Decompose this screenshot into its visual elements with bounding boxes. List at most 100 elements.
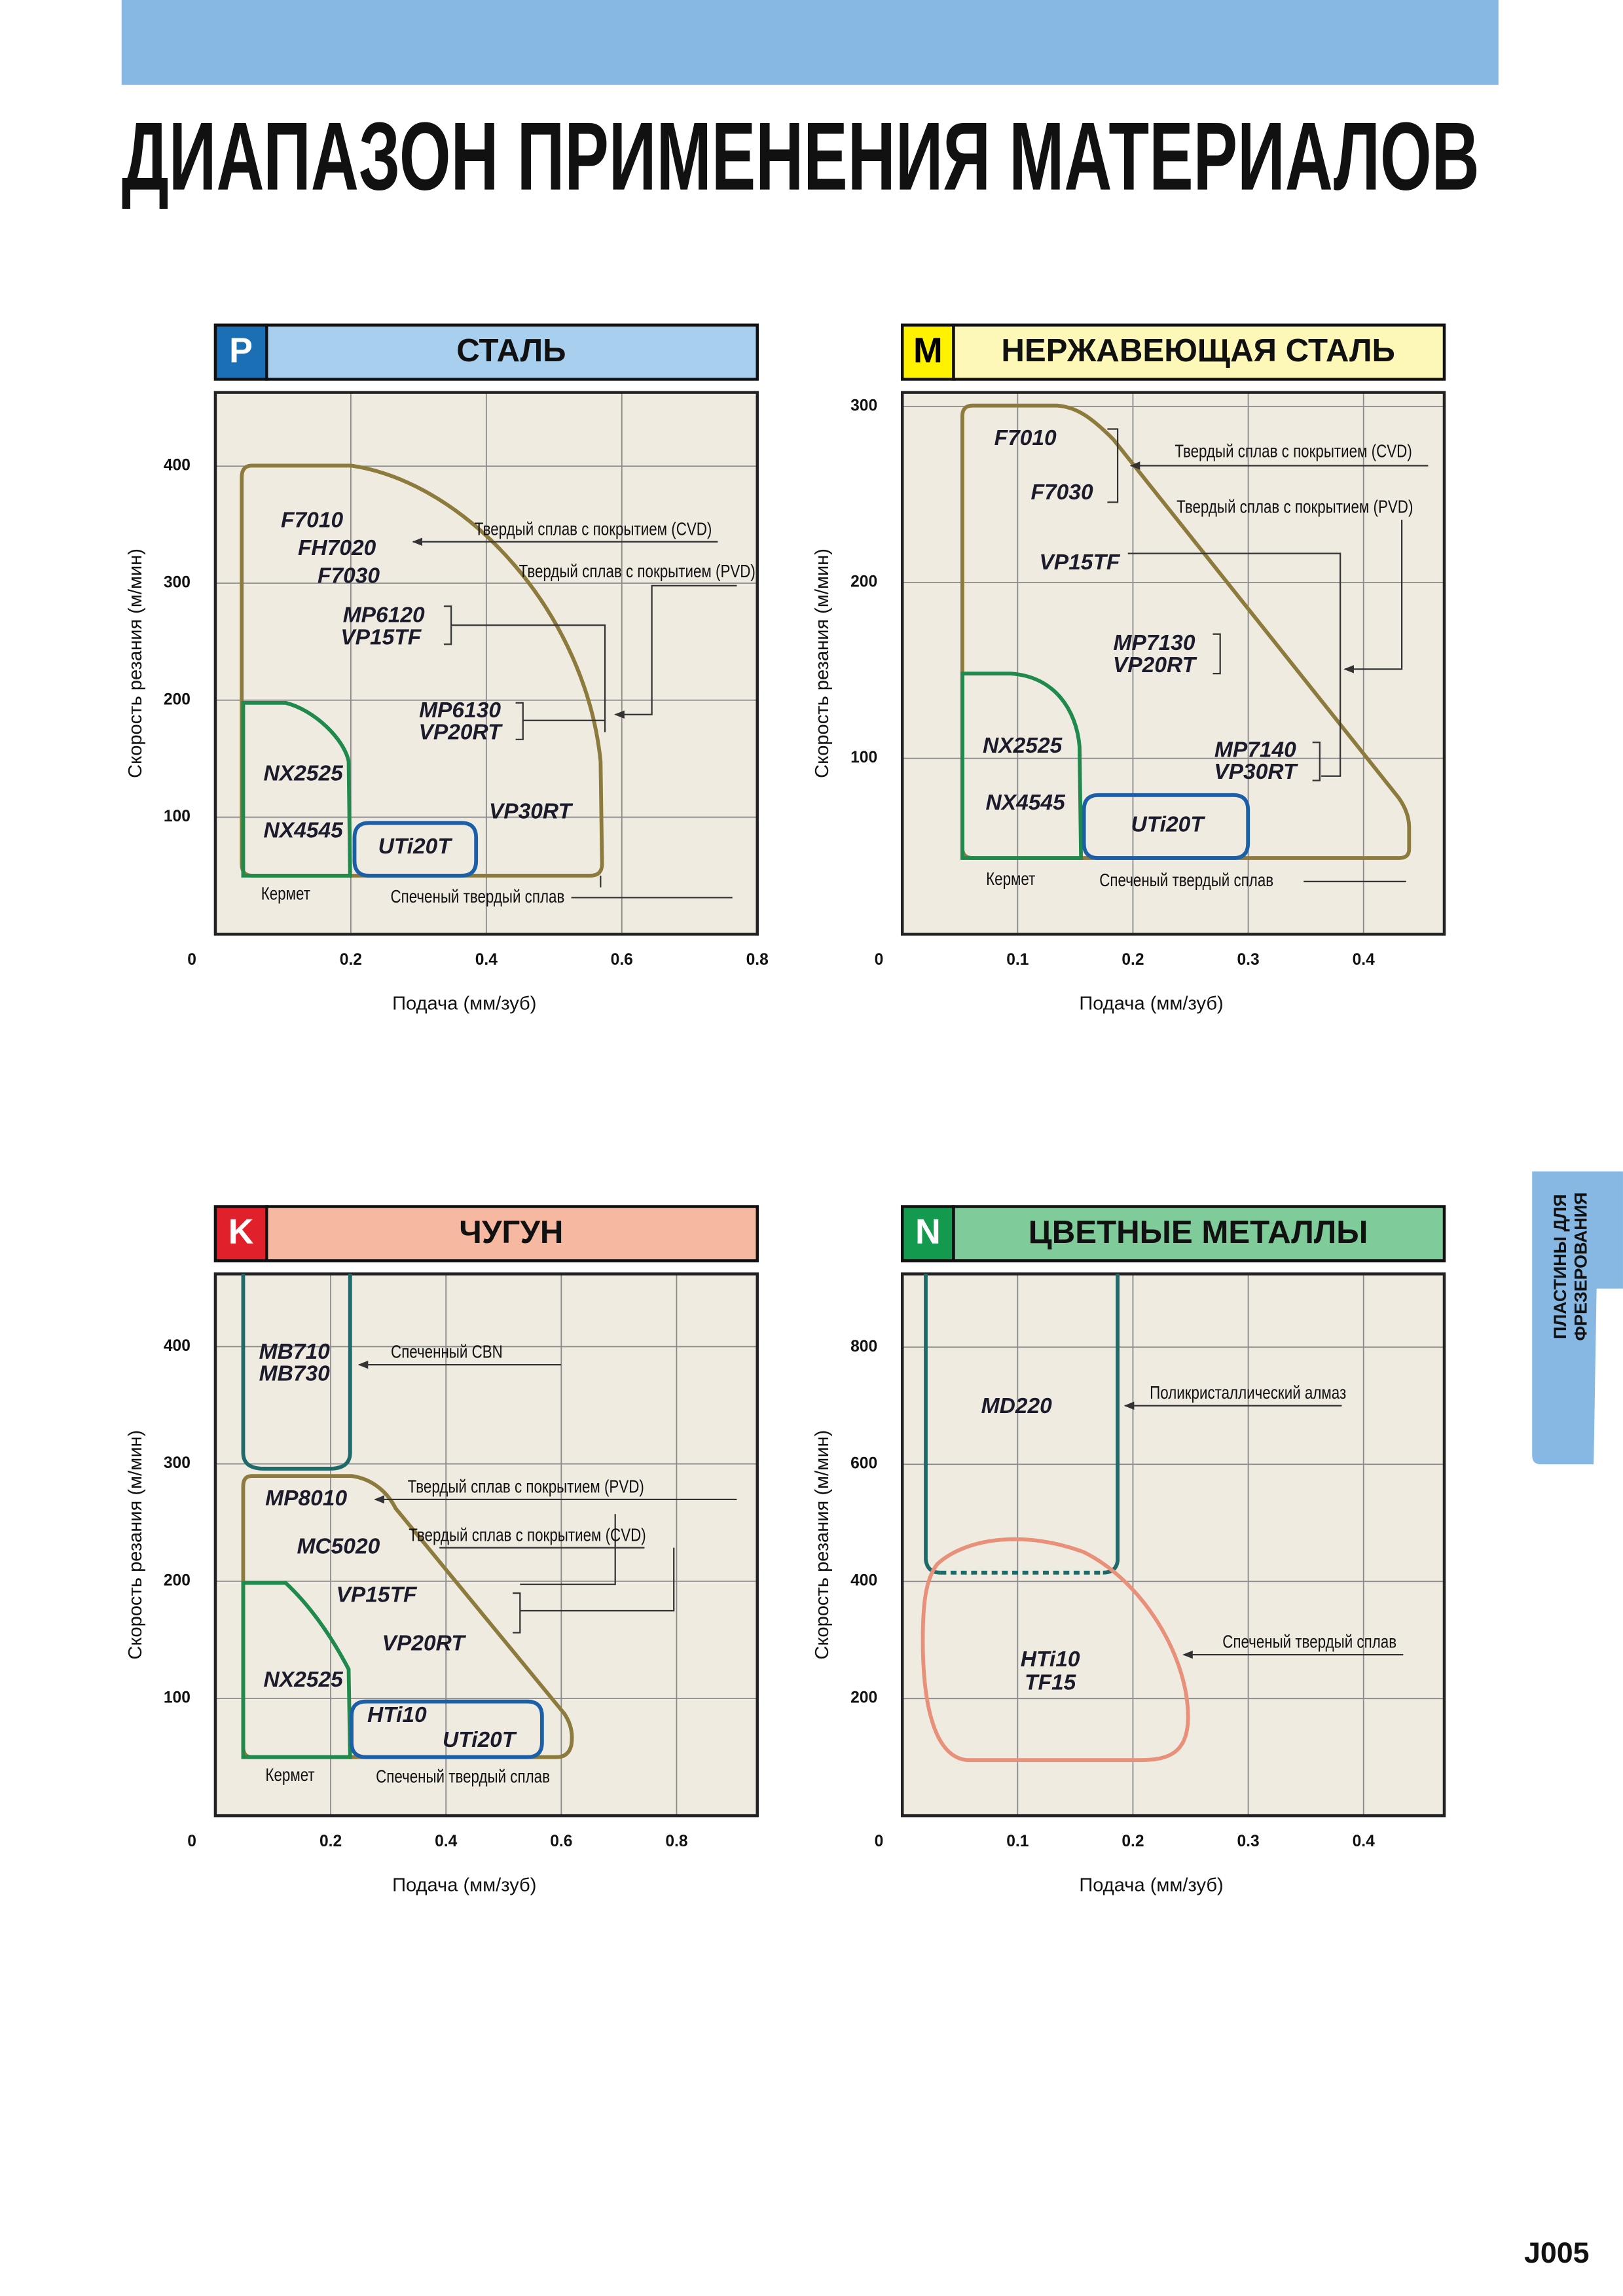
badge bbox=[213, 323, 268, 381]
x-tick-label: 0.3 bbox=[1237, 951, 1259, 969]
y-tick-label: 300 bbox=[164, 1454, 191, 1472]
leader-line bbox=[520, 1514, 616, 1585]
x-axis-label: Подача (мм/зуб) bbox=[392, 1874, 536, 1895]
y-tick-label: 200 bbox=[164, 1571, 191, 1589]
x-tick-label: 0.2 bbox=[340, 951, 362, 969]
grade-label: UTi20T bbox=[1131, 813, 1206, 837]
leader-line bbox=[520, 1547, 675, 1612]
annotation: Твердый сплав с покрытием (CVD) bbox=[1175, 441, 1412, 461]
plot-border bbox=[900, 1272, 1446, 1818]
x-tick-label: 0 bbox=[875, 951, 884, 969]
y-tick-label: 200 bbox=[850, 573, 877, 590]
leader-line bbox=[1127, 552, 1341, 777]
side-tab-line: ФРЕЗЕРОВАНИЯ bbox=[1571, 1193, 1590, 1341]
grade-label: HTi10 bbox=[1021, 1647, 1080, 1672]
region-outline bbox=[960, 672, 1084, 860]
grade-label: MB730 bbox=[259, 1362, 330, 1386]
x-tick-label: 0.4 bbox=[1353, 951, 1376, 969]
annotation: Спеченый твердый сплав bbox=[1222, 1632, 1396, 1652]
region-outline bbox=[921, 1537, 1190, 1763]
x-tick-label: 0.2 bbox=[1122, 1833, 1144, 1850]
grade-label: NX2525 bbox=[983, 734, 1063, 758]
grade-label: MP7140 bbox=[1214, 738, 1296, 762]
y-tick-label: 300 bbox=[850, 397, 877, 415]
plot-border bbox=[213, 391, 759, 936]
chart-title-box bbox=[952, 323, 1446, 381]
region-outline bbox=[1103, 1274, 1120, 1575]
y-axis-label: Скорость резания (м/мин) bbox=[812, 548, 833, 778]
side-tab-line: ПЛАСТИНЫ ДЛЯ bbox=[1550, 1194, 1570, 1339]
annotation: Спеченый твердый сплав bbox=[1099, 870, 1273, 890]
y-tick-label: 300 bbox=[164, 574, 191, 592]
grade-label: VP15TF bbox=[1039, 550, 1121, 575]
region-outline bbox=[352, 821, 479, 878]
chart: N ЦВЕТНЫЕ МЕТАЛЛЫ 0 0.1 0.2 0.3 0.4 200 400 600 80… bbox=[812, 1205, 1446, 1895]
annotation: Спеченый твердый сплав bbox=[376, 1766, 550, 1786]
x-tick-label: 0.4 bbox=[435, 1833, 458, 1850]
badge bbox=[900, 1205, 955, 1263]
grade-label: MP6120 bbox=[343, 603, 425, 628]
leader-line bbox=[451, 624, 606, 732]
region-outline bbox=[1082, 793, 1250, 860]
region-outline bbox=[960, 403, 1412, 860]
annotation: Спеченый твердый сплав bbox=[390, 886, 564, 906]
annotation: Твердый сплав с покрытием (CVD) bbox=[475, 518, 712, 539]
y-tick-label: 200 bbox=[850, 1689, 877, 1707]
grade-label: F7030 bbox=[318, 564, 380, 588]
badge-letter: M bbox=[913, 331, 943, 370]
x-tick-label: 0 bbox=[187, 1833, 196, 1850]
region-outline bbox=[241, 700, 352, 878]
x-tick-label: 0.4 bbox=[1353, 1833, 1376, 1850]
y-tick-label: 800 bbox=[850, 1338, 877, 1355]
chart: M НЕРЖАВЕЮЩАЯ СТАЛЬ 0 0.1 0.2 0.3 0.4 100 200 300… bbox=[812, 323, 1446, 1014]
chart: P СТАЛЬ 0 0.2 0.4 0.6 0.8 100 200 300 400 Подача (м… bbox=[125, 323, 769, 1014]
badge-letter: P bbox=[229, 331, 253, 370]
x-tick-label: 0.1 bbox=[1006, 1833, 1029, 1850]
grade-label: NX4545 bbox=[264, 819, 344, 843]
x-tick-label: 0.1 bbox=[1006, 951, 1029, 969]
grade-label: FH7020 bbox=[298, 536, 376, 560]
leader-line bbox=[1343, 520, 1403, 673]
x-axis-label: Подача (мм/зуб) bbox=[392, 993, 536, 1014]
y-tick-label: 100 bbox=[164, 1689, 191, 1707]
x-tick-label: 0.2 bbox=[1122, 951, 1144, 969]
badge bbox=[900, 323, 955, 381]
chart-title-box bbox=[265, 1205, 759, 1263]
y-tick-label: 600 bbox=[850, 1455, 877, 1473]
y-tick-label: 400 bbox=[164, 457, 191, 475]
grade-label: VP30RT bbox=[1214, 760, 1298, 784]
x-axis-label: Подача (мм/зуб) bbox=[1079, 1874, 1223, 1895]
grade-label: MC5020 bbox=[297, 1535, 380, 1559]
annotation: Спеченный CBN bbox=[391, 1342, 503, 1362]
x-axis-label: Подача (мм/зуб) bbox=[1079, 993, 1223, 1014]
badge bbox=[213, 1205, 268, 1263]
leader-line bbox=[513, 1592, 521, 1634]
grade-label: NX4545 bbox=[986, 791, 1067, 815]
chart: K ЧУГУН 0 0.2 0.4 0.6 0.8 100 200 300 400 Подача (м… bbox=[125, 1205, 759, 1895]
grade-label: VP20RT bbox=[1113, 653, 1197, 677]
chart-title: СТАЛЬ bbox=[456, 332, 566, 368]
grade-label: VP15TF bbox=[337, 1583, 418, 1607]
x-tick-label: 0.6 bbox=[550, 1833, 572, 1850]
grade-label: MB710 bbox=[259, 1340, 330, 1364]
y-tick-label: 400 bbox=[164, 1337, 191, 1355]
x-tick-label: 0.3 bbox=[1237, 1833, 1259, 1850]
top-banner bbox=[121, 0, 1499, 85]
leader-line bbox=[1312, 742, 1321, 781]
chart-title: ЧУГУН bbox=[459, 1214, 563, 1250]
badge-letter: K bbox=[228, 1212, 254, 1251]
y-axis-label: Скорость резания (м/мин) bbox=[125, 548, 146, 778]
region-outline bbox=[241, 1581, 352, 1759]
chart-title: ЦВЕТНЫЕ МЕТАЛЛЫ bbox=[1029, 1214, 1368, 1250]
leader-line bbox=[1213, 633, 1221, 675]
y-axis-label: Скорость резания (м/мин) bbox=[812, 1430, 833, 1660]
annotation: Кермет bbox=[265, 1765, 314, 1785]
grade-label: VP30RT bbox=[489, 800, 574, 824]
grade-label: F7010 bbox=[994, 426, 1057, 450]
region-outline bbox=[350, 1699, 544, 1759]
y-tick-label: 100 bbox=[850, 749, 877, 766]
y-tick-label: 200 bbox=[164, 691, 191, 708]
region-outline bbox=[241, 1474, 574, 1759]
region-outline bbox=[241, 1274, 352, 1471]
grade-label: VP20RT bbox=[382, 1631, 467, 1655]
